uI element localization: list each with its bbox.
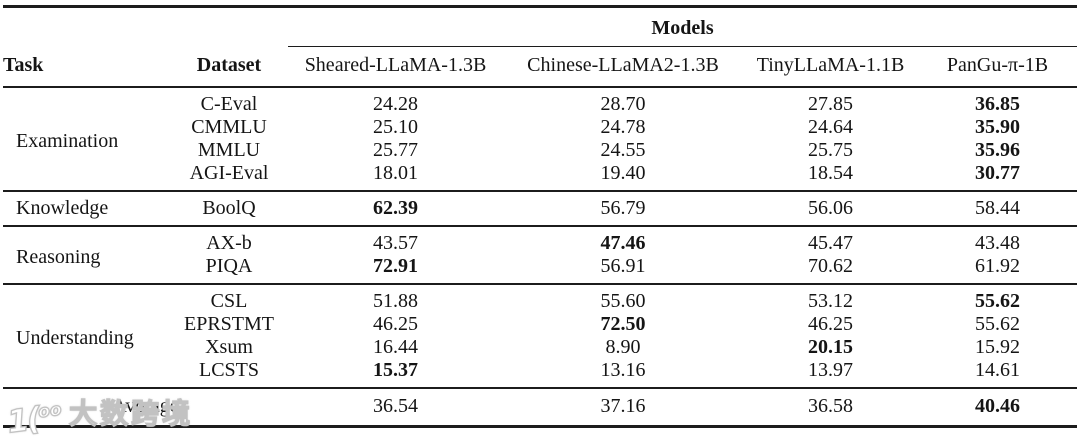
value-cell: 13.16	[600, 359, 646, 381]
dataset-column-header: Dataset	[170, 46, 288, 88]
value-cell: 72.50	[600, 313, 646, 335]
dataset-cell: AGI-Eval	[189, 162, 269, 184]
average-section: Average 36.54 37.16 36.58 40.46	[3, 388, 1078, 427]
value-cell: 46.25	[808, 313, 853, 335]
value-cell: 47.46	[600, 232, 646, 254]
dataset-cell: PIQA	[205, 255, 253, 277]
task-cell: Reasoning	[16, 246, 101, 268]
value-cell: 28.70	[600, 93, 646, 115]
value-cell: 45.47	[808, 232, 853, 254]
value-cell: 72.91	[373, 255, 418, 277]
value-cell: 55.62	[975, 290, 1021, 312]
table-row: Understanding CSL 51.88 55.60 53.12 55.62	[3, 284, 1077, 349]
dataset-cell: AX-b	[206, 232, 252, 254]
value-cell: 55.60	[600, 290, 646, 312]
model-column-header-tinyllama: TinyLLaMA-1.1B	[743, 46, 918, 88]
models-header-row: Models	[3, 6, 1078, 47]
dataset-cell: CSL	[210, 290, 248, 312]
value-cell: 25.10	[373, 116, 418, 138]
value-cell: 13.97	[808, 359, 853, 381]
value-cell: 27.85	[808, 93, 853, 115]
value-cell: 15.37	[373, 359, 418, 381]
value-cell: 24.28	[373, 93, 418, 115]
value-cell: 58.44	[975, 197, 1021, 219]
table-row: PIQA 72.91 56.91 70.62 61.92	[3, 255, 1077, 284]
value-cell: 18.01	[373, 162, 418, 184]
value-cell: 30.77	[975, 162, 1021, 184]
value-cell: 24.78	[600, 116, 646, 138]
column-header-row: Task Dataset Sheared-LLaMA-1.3B Chinese-…	[3, 46, 1078, 88]
table-row: MMLU 25.77 24.55 25.75 35.96	[3, 139, 1077, 162]
dataset-cell: Xsum	[205, 336, 253, 358]
value-cell: 14.61	[975, 359, 1021, 381]
value-cell: 8.90	[605, 336, 641, 358]
average-row: Average 36.54 37.16 36.58 40.46	[3, 388, 1077, 427]
dataset-cell: CMMLU	[191, 116, 267, 138]
value-cell: 15.92	[975, 336, 1021, 358]
header-spacer	[3, 7, 288, 47]
value-cell: 18.54	[808, 162, 853, 184]
value-cell: 53.12	[808, 290, 853, 312]
table-row: Reasoning AX-b 43.57 47.46 45.47 43.48	[3, 226, 1077, 268]
value-cell: 25.77	[373, 139, 418, 161]
task-section: Reasoning AX-b 43.57 47.46 45.47 43.48 PIQA 72.…	[3, 226, 1078, 284]
dataset-cell: C-Eval	[200, 93, 258, 115]
average-label: Average	[112, 395, 179, 417]
value-cell: 56.79	[600, 197, 646, 219]
value-cell: 35.96	[975, 139, 1021, 161]
table-row: Knowledge BoolQ 62.39 56.79 56.06 58.44	[3, 191, 1077, 226]
table-row: EPRSTMT 46.25 72.50 46.25 55.62	[3, 313, 1077, 336]
dataset-cell: LCSTS	[198, 359, 260, 381]
model-column-header-sheared-llama: Sheared-LLaMA-1.3B	[288, 46, 503, 88]
dataset-cell: BoolQ	[202, 197, 256, 219]
value-cell: 46.25	[373, 313, 418, 335]
table-row: LCSTS 15.37 13.16 13.97 14.61	[3, 359, 1077, 388]
value-cell: 25.75	[808, 139, 853, 161]
task-section: Understanding CSL 51.88 55.60 53.12 55.62 EPRS…	[3, 284, 1078, 388]
dataset-cell: MMLU	[197, 139, 261, 161]
value-cell: 56.91	[600, 255, 646, 277]
value-cell: 36.85	[975, 93, 1021, 115]
model-column-header-pangu-pi: PanGu-π-1B	[918, 46, 1078, 88]
table-header: Models Task Dataset Sheared-LLaMA-1.3B C…	[3, 6, 1078, 88]
value-cell: 40.46	[975, 395, 1021, 417]
value-cell: 36.54	[373, 395, 418, 417]
value-cell: 16.44	[373, 336, 418, 358]
table-row: CMMLU 25.10 24.78 24.64 35.90	[3, 116, 1077, 139]
task-cell: Knowledge	[16, 197, 109, 219]
value-cell: 35.90	[975, 116, 1021, 138]
value-cell: 70.62	[808, 255, 853, 277]
value-cell: 56.06	[808, 197, 853, 219]
value-cell: 43.48	[975, 232, 1021, 254]
benchmark-results-table: Models Task Dataset Sheared-LLaMA-1.3B C…	[3, 5, 1078, 428]
value-cell: 24.64	[808, 116, 853, 138]
model-column-header-chinese-llama: Chinese-LLaMA2-1.3B	[503, 46, 743, 88]
dataset-cell: EPRSTMT	[183, 313, 275, 335]
task-section: Examination C-Eval 24.28 28.70 27.85 36.85 CMM…	[3, 87, 1078, 191]
value-cell: 20.15	[808, 336, 853, 358]
value-cell: 55.62	[975, 313, 1021, 335]
models-group-header: Models	[288, 6, 1078, 47]
value-cell: 36.58	[808, 395, 853, 417]
value-cell: 62.39	[373, 197, 418, 219]
value-cell: 19.40	[600, 162, 646, 184]
task-column-header: Task	[3, 46, 170, 88]
task-cell: Examination	[16, 130, 119, 152]
value-cell: 43.57	[373, 232, 418, 254]
value-cell: 51.88	[373, 290, 418, 312]
table-row: Examination C-Eval 24.28 28.70 27.85 36.85	[3, 87, 1077, 152]
task-cell: Understanding	[16, 327, 134, 349]
value-cell: 24.55	[600, 139, 646, 161]
value-cell: 37.16	[600, 395, 646, 417]
table-row: AGI-Eval 18.01 19.40 18.54 30.77	[3, 162, 1077, 191]
table-row: Xsum 16.44 8.90 20.15 15.92	[3, 336, 1077, 359]
value-cell: 61.92	[975, 255, 1021, 277]
task-section: Knowledge BoolQ 62.39 56.79 56.06 58.44	[3, 191, 1078, 226]
